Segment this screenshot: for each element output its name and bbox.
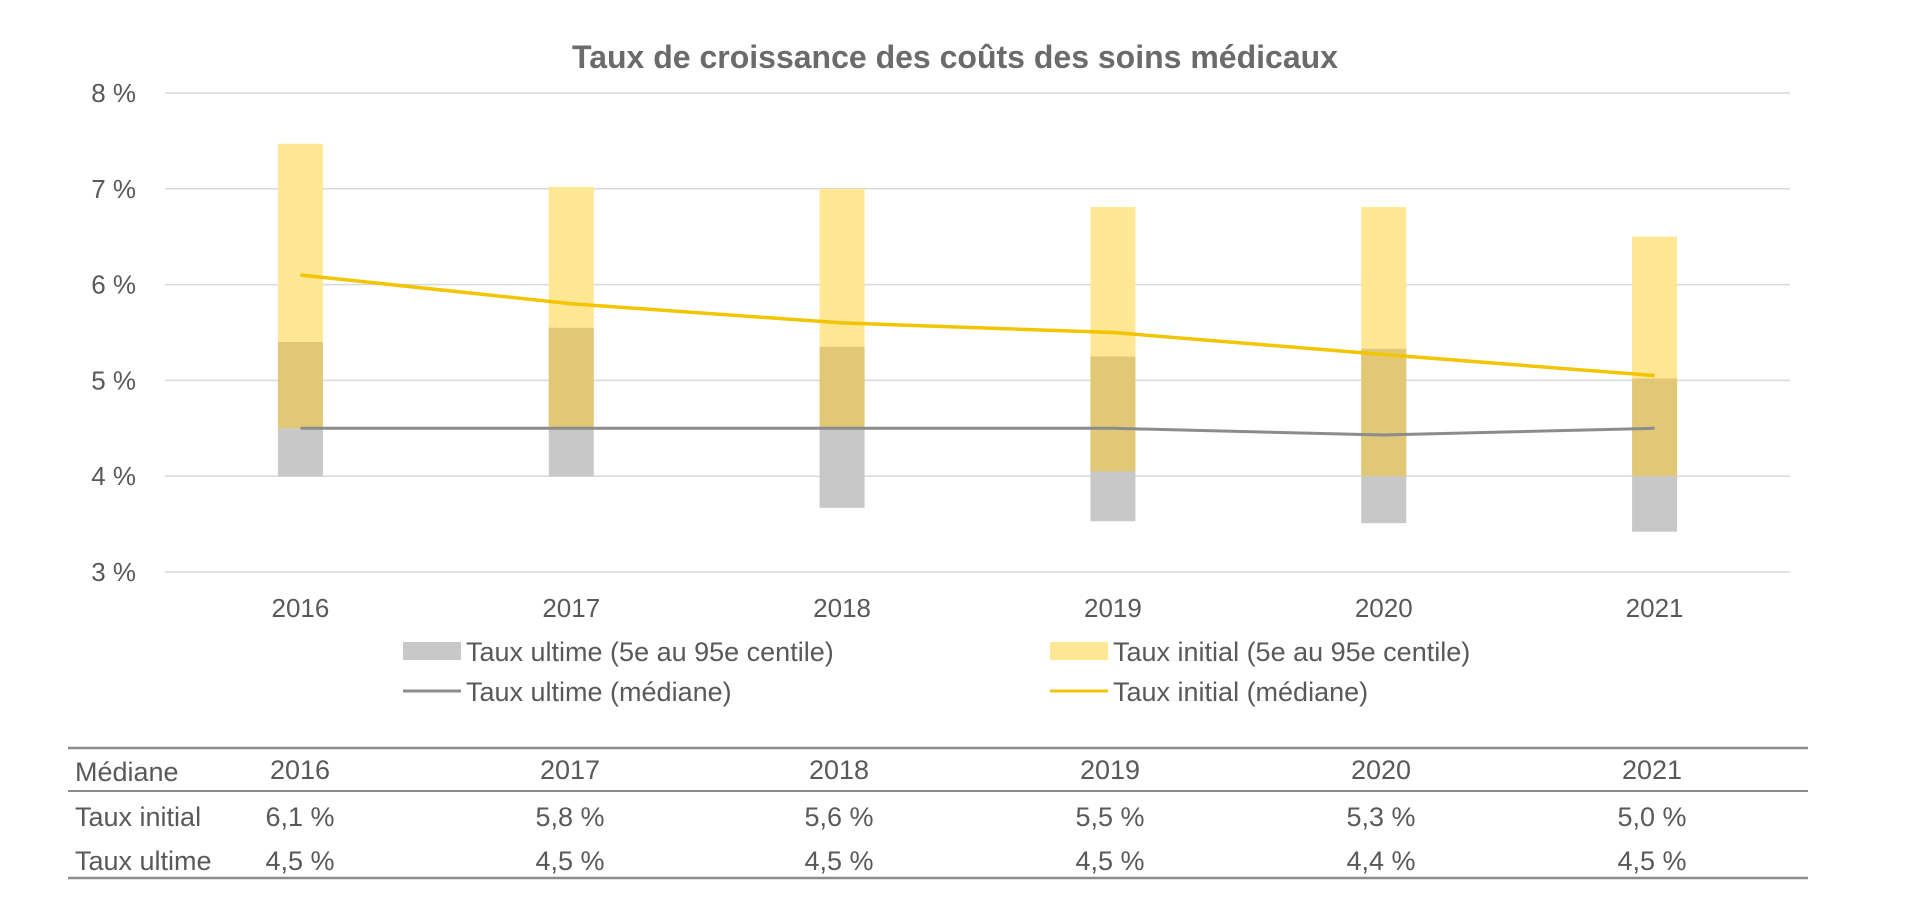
- bar-ultimate-range: [819, 428, 865, 508]
- y-axis: 8 % 7 % 6 % 5 % 4 % 3 %: [91, 78, 136, 587]
- table-header-year: 2021: [1622, 755, 1682, 785]
- bars: [277, 143, 1678, 532]
- table-header-year: 2016: [270, 755, 330, 785]
- bar-ultimate-range: [1361, 476, 1407, 524]
- table-cell: 4,4 %: [1346, 846, 1415, 876]
- bar-ultimate-range: [1090, 471, 1136, 522]
- bar-ultimate-range: [1632, 476, 1678, 532]
- bar-ultimate-range: [277, 428, 323, 477]
- table-row-label: Taux ultime: [75, 846, 212, 876]
- line-ultimate-median: [300, 426, 1655, 437]
- y-tick-label: 3 %: [91, 557, 136, 587]
- bar-overlap: [819, 346, 865, 429]
- legend-label: Taux ultime (5e au 95e centile): [466, 637, 834, 667]
- table-header-year: 2018: [809, 755, 869, 785]
- bar-overlap: [1090, 356, 1136, 472]
- bar-ultimate-range: [548, 428, 594, 477]
- table-cell: 4,5 %: [1075, 846, 1144, 876]
- table-cell: 4,5 %: [265, 846, 334, 876]
- x-tick-label: 2018: [813, 593, 871, 623]
- x-tick-label: 2019: [1084, 593, 1142, 623]
- bar-overlap: [277, 342, 323, 429]
- table-header-label: Médiane: [75, 757, 179, 787]
- y-tick-label: 6 %: [91, 270, 136, 300]
- grid: [165, 92, 1790, 573]
- x-tick-label: 2016: [271, 593, 329, 623]
- table-cell: 6,1 %: [265, 802, 334, 832]
- table-cell: 5,3 %: [1346, 802, 1415, 832]
- table-header-year: 2017: [540, 755, 600, 785]
- table-cell: 5,5 %: [1075, 802, 1144, 832]
- data-table: Médiane 2016 2017 2018 2019 2020 2021 Taux init…: [68, 746, 1808, 880]
- legend-swatch: [403, 642, 461, 660]
- table-cell: 5,0 %: [1617, 802, 1686, 832]
- y-tick-label: 5 %: [91, 365, 136, 395]
- x-tick-label: 2020: [1355, 593, 1413, 623]
- x-axis: 2016 2017 2018 2019 2020 2021: [271, 593, 1683, 623]
- chart-title: Taux de croissance des coûts des soins m…: [572, 39, 1338, 75]
- legend-label: Taux initial (médiane): [1113, 677, 1368, 707]
- table-header-year: 2020: [1351, 755, 1411, 785]
- table-row-label: Taux initial: [75, 802, 201, 832]
- bar-overlap: [1361, 348, 1407, 477]
- table-cell: 4,5 %: [535, 846, 604, 876]
- table-cell: 4,5 %: [804, 846, 873, 876]
- line-initial-median: [300, 273, 1655, 378]
- y-tick-label: 7 %: [91, 174, 136, 204]
- legend: Taux ultime (5e au 95e centile) Taux init…: [403, 637, 1470, 707]
- table-cell: 4,5 %: [1617, 846, 1686, 876]
- legend-label: Taux initial (5e au 95e centile): [1113, 637, 1470, 667]
- table-header-year: 2019: [1080, 755, 1140, 785]
- x-tick-label: 2017: [542, 593, 600, 623]
- legend-swatch: [1050, 642, 1108, 660]
- bar-overlap: [548, 327, 594, 429]
- legend-label: Taux ultime (médiane): [466, 677, 732, 707]
- table-cell: 5,8 %: [535, 802, 604, 832]
- y-tick-label: 4 %: [91, 461, 136, 491]
- lines: [300, 273, 1655, 437]
- y-tick-label: 8 %: [91, 78, 136, 108]
- x-tick-label: 2021: [1626, 593, 1684, 623]
- table-cell: 5,6 %: [804, 802, 873, 832]
